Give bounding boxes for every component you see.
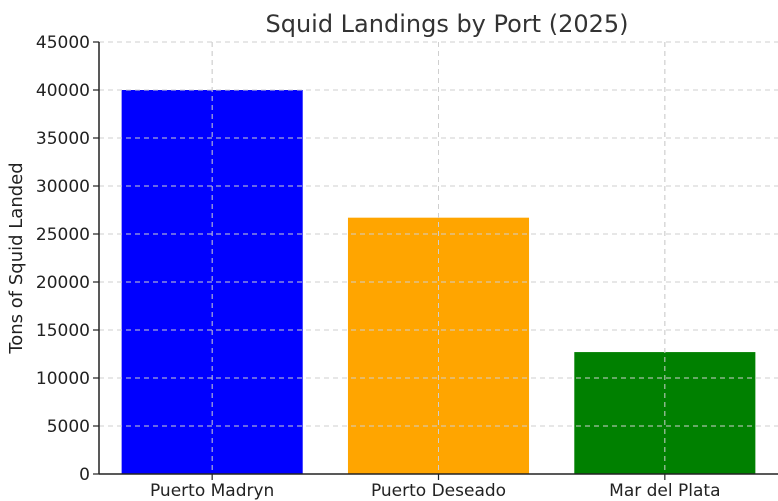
y-tick-label: 20000 — [36, 273, 90, 293]
x-ticks: Puerto Madryn Puerto Deseado Mar del Plata — [150, 474, 721, 501]
bar-puerto-deseado — [347, 217, 530, 474]
y-tick-label: 45000 — [36, 33, 90, 53]
y-tick-label: 0 — [79, 465, 90, 485]
y-tick-label: 15000 — [36, 321, 90, 341]
y-tick-label: 35000 — [36, 129, 90, 149]
y-axis-label: Tons of Squid Landed — [6, 162, 27, 354]
y-ticks: 0 5000 10000 15000 20000 25000 30000 35000 40000… — [36, 33, 99, 485]
y-tick-label: 40000 — [36, 81, 90, 101]
x-tick-label: Puerto Deseado — [371, 481, 506, 501]
bars — [99, 41, 778, 474]
y-tick-label: 25000 — [36, 225, 90, 245]
y-tick-label: 10000 — [36, 369, 90, 389]
y-tick-label: 5000 — [47, 417, 90, 437]
x-tick-label: Mar del Plata — [609, 481, 720, 501]
x-tick-label: Puerto Madryn — [150, 481, 274, 501]
chart-title: Squid Landings by Port (2025) — [265, 10, 628, 38]
y-tick-label: 30000 — [36, 177, 90, 197]
